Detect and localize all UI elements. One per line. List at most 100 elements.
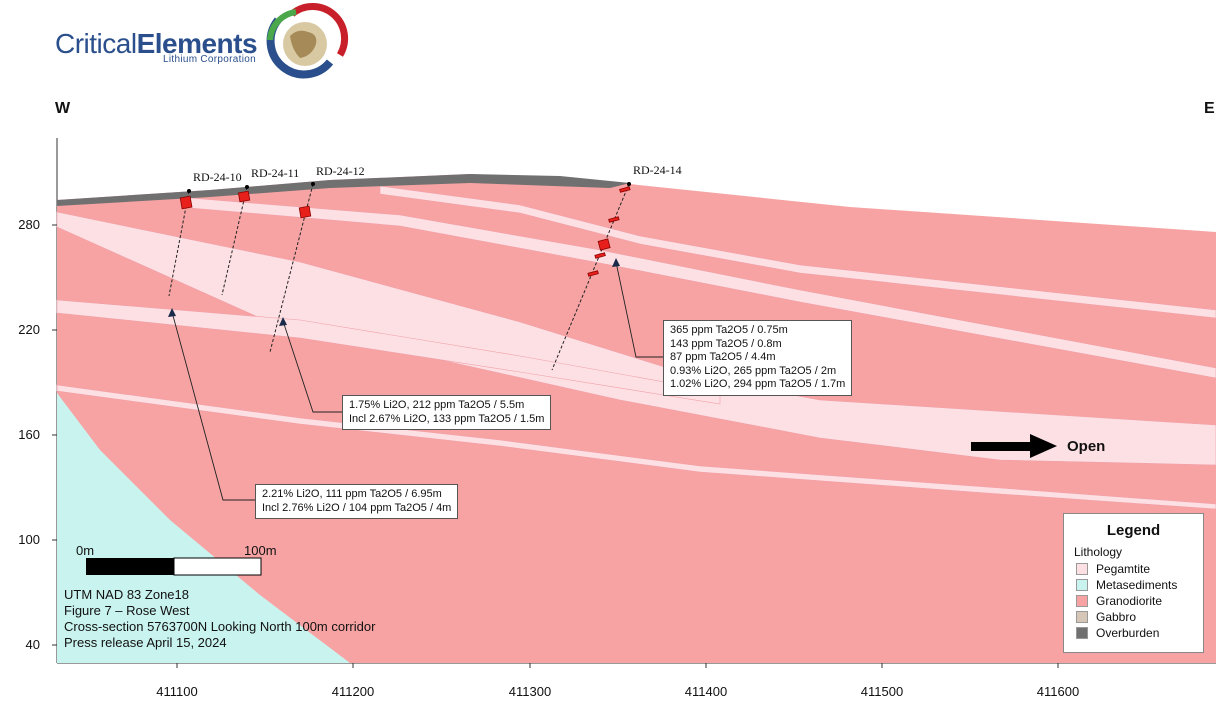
legend-title: Legend (1106, 522, 1161, 539)
legend-box: Legend Lithology Pegamtite Metasediments… (1063, 513, 1204, 653)
logo-continent (290, 30, 317, 58)
x-tick-label-411600: 411600 (1036, 684, 1080, 699)
leader-arrowheads (168, 258, 620, 326)
figure-info-block: UTM NAD 83 Zone18 Figure 7 – Rose West C… (64, 587, 375, 651)
assay-callout-rd-24-14: 365 ppm Ta2O5 / 0.75m 143 ppm Ta2O5 / 0.… (663, 320, 853, 396)
info-figure-title: Figure 7 – Rose West (64, 603, 190, 618)
legend-label-overburden: Overburden (1096, 625, 1160, 640)
assay-callout-rd-24-10: 2.21% Li2O, 111 ppm Ta2O5 / 6.95m Incl 2… (255, 484, 459, 519)
callout-right-line3: 87 ppm Ta2O5 / 4.4m (670, 351, 776, 363)
legend-label-gabbro: Gabbro (1096, 609, 1137, 624)
info-press-release: Press release April 15, 2024 (64, 635, 227, 650)
legend-swatch-overburden (1076, 626, 1088, 639)
intercepts (179, 186, 631, 277)
callout-leaders (171, 261, 663, 501)
pegmatite-dyke-lower (56, 299, 721, 405)
axis-ticks (52, 224, 1059, 668)
east-label: E (1204, 100, 1215, 117)
hole-label-rd-24-11: RD-24-11 (251, 166, 300, 180)
assay-callout-rd-24-12: 1.75% Li2O, 212 ppm Ta2O5 / 5.5m Incl 2.… (342, 395, 552, 430)
hole-label-rd-24-12: RD-24-12 (316, 164, 365, 178)
x-tick-label-411500: 411500 (860, 684, 904, 699)
legend-item-granodiorite: Granodiorite (1076, 593, 1203, 608)
callout-mid-line1: 1.75% Li2O, 212 ppm Ta2O5 / 5.5m (349, 399, 525, 411)
logo-swoosh-green (267, 9, 297, 41)
collar-rd-24-12 (311, 182, 315, 186)
hole-label-rd-24-10: RD-24-10 (193, 170, 242, 184)
logo-subtitle: Lithium Corporation (163, 54, 256, 65)
pegmatite-dyke-deep (56, 384, 1216, 510)
callout-mid-line2: Incl 2.67% Li2O, 133 ppm Ta2O5 / 1.5m (349, 412, 545, 425)
intercept-rd-24-14-a (619, 186, 631, 193)
scale-bar (86, 557, 262, 576)
legend-subtitle: Lithology (1074, 545, 1123, 559)
legend-swatch-granodiorite (1076, 594, 1088, 607)
pegmatite-dyke-thin-upper (379, 185, 1216, 319)
arrowhead-right (612, 258, 620, 267)
intercept-rd-24-10 (179, 195, 193, 210)
intercept-rd-24-14-main (597, 238, 611, 251)
open-arrow-head (1030, 434, 1057, 458)
x-tick-label-411200: 411200 (331, 684, 375, 699)
intercept-rd-24-14-b (608, 216, 620, 223)
y-tick-label-220: 220 (18, 322, 40, 337)
y-tick-label-280: 280 (18, 217, 40, 232)
globe-logo-icon (266, 3, 349, 79)
collar-rd-24-10 (187, 189, 191, 193)
y-tick-label-100: 100 (18, 532, 40, 547)
callout-right-line1: 365 ppm Ta2O5 / 0.75m (670, 324, 788, 336)
callout-right-line4: 0.93% Li2O, 265 ppm Ta2O5 / 2m (670, 364, 837, 377)
intercept-rd-24-14-c (594, 252, 606, 259)
legend-label-pegmatite: Pegamtite (1096, 561, 1151, 576)
collar-rd-24-11 (245, 185, 249, 189)
legend-swatch-metasediments (1076, 578, 1088, 591)
drill-trace-rd-24-12 (269, 183, 314, 353)
intercept-rd-24-12 (298, 205, 312, 219)
scale-bar-black (86, 558, 174, 575)
callout-left-line1: 2.21% Li2O, 111 ppm Ta2O5 / 6.95m (262, 488, 442, 500)
hole-label-rd-24-14: RD-24-14 (633, 163, 682, 177)
info-projection: UTM NAD 83 Zone18 (64, 587, 189, 602)
collar-markers (187, 182, 631, 193)
drill-trace-rd-24-11 (221, 186, 248, 296)
pegmatite-dyke-shallow (189, 197, 1216, 379)
y-tick-label-40: 40 (25, 637, 40, 652)
legend-swatch-pegmatite (1076, 562, 1088, 575)
arrowhead-mid (279, 317, 287, 326)
logo-word-elements: Elements (136, 28, 258, 59)
arrowhead-left (168, 308, 176, 317)
legend-swatch-gabbro (1076, 610, 1088, 623)
x-tick-label-411100: 411100 (156, 684, 198, 699)
callout-left-line2: Incl 2.76% Li2O / 104 ppm Ta2O5 / 4m (262, 501, 452, 514)
intercept-rd-24-11 (237, 190, 251, 203)
legend-label-metasediments: Metasediments (1096, 577, 1178, 592)
legend-item-pegmatite: Pegamtite (1076, 561, 1203, 576)
logo-swoosh-red (289, 3, 349, 57)
callout-right-line5: 1.02% Li2O, 294 ppm Ta2O5 / 1.7m (670, 378, 846, 390)
legend-item-gabbro: Gabbro (1076, 609, 1203, 624)
overburden-layer (57, 174, 630, 206)
legend-item-overburden: Overburden (1076, 625, 1203, 640)
metasediments-unit (57, 393, 350, 663)
scale-label-end: 100m (244, 543, 277, 558)
west-label: W (55, 100, 71, 117)
scale-bar-white (173, 557, 262, 576)
y-tick-label-160: 160 (18, 427, 40, 442)
leader-right (615, 261, 663, 358)
scale-label-start: 0m (76, 543, 95, 558)
open-arrow (971, 434, 1057, 458)
leader-left (171, 311, 255, 501)
collar-rd-24-14 (627, 182, 631, 186)
logo-word-critical: Critical (55, 28, 137, 59)
callout-right-line2: 143 ppm Ta2O5 / 0.8m (670, 337, 782, 350)
x-tick-label-411400: 411400 (684, 684, 728, 699)
drill-trace-rd-24-14 (551, 183, 630, 371)
company-logo-text: CriticalElements (55, 28, 258, 60)
open-arrow-shaft (971, 442, 1033, 451)
x-tick-label-411300: 411300 (508, 684, 552, 699)
info-section: Cross-section 5763700N Looking North 100… (64, 619, 376, 634)
intercept-rd-24-14-d (587, 270, 599, 277)
legend-item-metasediments: Metasediments (1076, 577, 1203, 592)
open-label: Open (1067, 438, 1106, 455)
